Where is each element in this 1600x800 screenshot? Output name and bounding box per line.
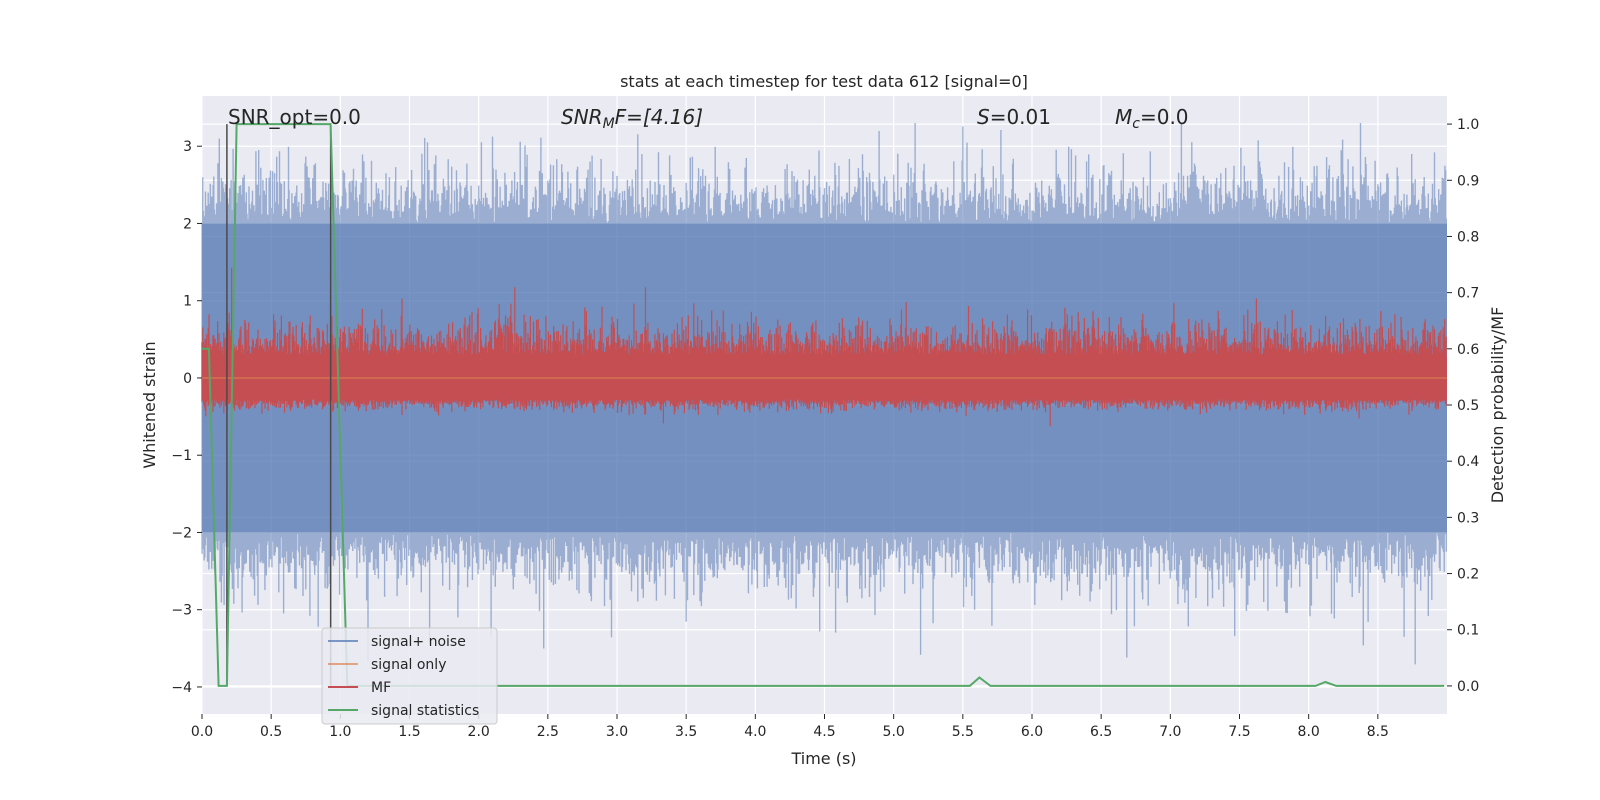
y-tick-label: 1	[183, 294, 192, 310]
y-right-tick-label: 0.3	[1457, 510, 1479, 526]
y-right-tick-label: 0.1	[1457, 623, 1479, 639]
y-tick-label: −3	[171, 603, 192, 619]
annotation-mc-sub: c	[1132, 116, 1140, 132]
x-tick-label: 0.5	[260, 724, 282, 740]
chart-title: stats at each timestep for test data 612…	[620, 72, 1028, 91]
y-axis-label: Whitened strain	[140, 341, 159, 468]
annotation-mc-rest: =0.0	[1140, 105, 1189, 129]
x-tick-label: 5.5	[952, 724, 974, 740]
x-axis-label: Time (s)	[790, 749, 856, 768]
x-tick-label: 4.5	[813, 724, 835, 740]
annotation-snr-opt: SNR_opt=0.0	[228, 105, 361, 129]
annotation-mc-main: M	[1115, 105, 1132, 129]
x-tick-label: 4.0	[744, 724, 766, 740]
x-tick-label: 6.0	[1021, 724, 1043, 740]
legend: signal+ noise signal only MF signal statist…	[321, 627, 498, 725]
x-tick-label: 7.5	[1228, 724, 1250, 740]
x-axis-ticks: 0.0 0.5 1.0 1.5 2.0 2.5 3.0 3.5 4.0 4.5 5.0 5.5 6.0 6…	[191, 714, 1389, 740]
annotation-snr-mf-rest: F=[4.16]	[615, 105, 703, 129]
annotation-s: S=0.01	[977, 105, 1051, 129]
y-right-tick-label: 0.4	[1457, 454, 1479, 470]
y-right-tick-label: 0.6	[1457, 342, 1479, 358]
y-right-tick-label: 0.7	[1457, 286, 1479, 302]
y-right-tick-label: 0.9	[1457, 173, 1479, 189]
y-right-tick-label: 0.8	[1457, 229, 1479, 245]
mf-trace	[201, 267, 1447, 427]
y-right-tick-label: 0.5	[1457, 398, 1479, 414]
x-tick-label: 2.0	[468, 724, 490, 740]
x-tick-label: 3.5	[675, 724, 697, 740]
vertical-markers	[226, 124, 332, 686]
y-right-tick-label: 0.2	[1457, 567, 1479, 583]
x-tick-label: 1.0	[329, 724, 351, 740]
x-tick-label: 0.0	[191, 724, 213, 740]
y-tick-label: 3	[183, 139, 192, 155]
y-right-tick-label: 0.0	[1457, 679, 1479, 695]
x-tick-label: 2.5	[537, 724, 559, 740]
y-right-axis-label: Detection probability/MF	[1488, 307, 1507, 504]
y-tick-label: 2	[183, 216, 192, 232]
y-tick-label: −4	[171, 680, 192, 696]
legend-box	[321, 627, 498, 725]
annotation-snr-mf-sub: M	[603, 116, 615, 132]
x-tick-label: 1.5	[398, 724, 420, 740]
x-tick-label: 8.5	[1367, 724, 1389, 740]
y-axis-ticks: 3 2 1 0 −1 −2 −3 −4	[171, 139, 202, 696]
legend-label: signal only	[371, 657, 446, 673]
legend-label: signal+ noise	[371, 634, 466, 650]
annotation-mc: Mc=0.0	[1115, 105, 1189, 132]
legend-label: MF	[371, 680, 391, 696]
annotation-s-main: S	[977, 105, 990, 129]
x-tick-label: 5.0	[883, 724, 905, 740]
x-tick-label: 8.0	[1298, 724, 1320, 740]
y-tick-label: −1	[171, 448, 192, 464]
annotation-s-rest: =0.01	[990, 105, 1051, 129]
x-tick-label: 7.0	[1159, 724, 1181, 740]
annotation-snr-mf: SNRMF=[4.16]	[561, 105, 703, 132]
x-tick-label: 6.5	[1090, 724, 1112, 740]
x-tick-label: 3.0	[606, 724, 628, 740]
legend-label: signal statistics	[371, 703, 479, 719]
y-tick-label: 0	[183, 371, 192, 387]
y-right-axis-ticks: 1.0 0.9 0.8 0.7 0.6 0.5 0.4 0.3 0.2 0.1 0.0	[1447, 117, 1479, 695]
y-tick-label: −2	[171, 525, 192, 541]
annotation-snr-mf-main: SNR	[561, 105, 603, 129]
y-right-tick-label: 1.0	[1457, 117, 1479, 133]
